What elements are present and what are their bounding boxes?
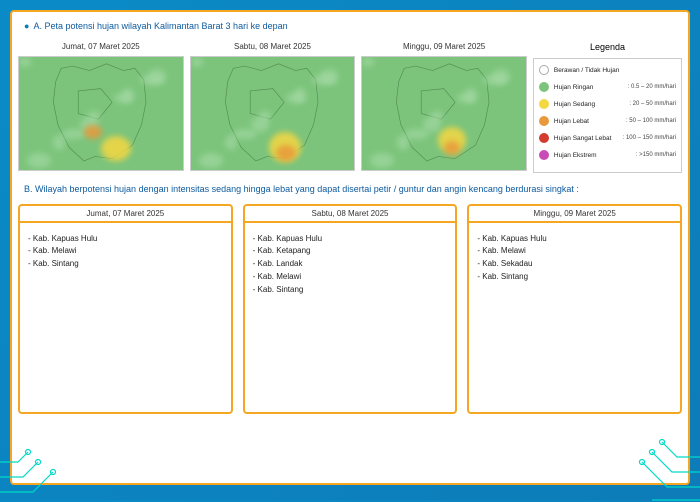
legend-swatch [539, 65, 549, 75]
region-item: - Kab. Kapuas Hulu [477, 233, 672, 246]
map-panel-day2: Sabtu, 08 Maret 2025 [190, 40, 356, 173]
region-item: - Kab. Sekadau [477, 258, 672, 271]
region-item: - Kab. Kapuas Hulu [253, 233, 448, 246]
legend-range: : 100 – 150 mm/hari [623, 135, 676, 141]
region-item: - Kab. Melawi [477, 245, 672, 258]
legend-label: Hujan Ringan [554, 84, 628, 91]
maps-row: Jumat, 07 Maret 2025 Sabtu, 08 Maret 202… [18, 40, 682, 173]
section-a-title: A. Peta potensi hujan wilayah Kalimantan… [24, 21, 288, 31]
legend-swatch [539, 82, 549, 92]
region-item: - Kab. Sintang [28, 258, 223, 271]
region-card-body: - Kab. Kapuas Hulu- Kab. Melawi- Kab. Se… [469, 223, 680, 294]
region-item: - Kab. Sintang [477, 271, 672, 284]
map-title: Sabtu, 08 Maret 2025 [190, 40, 356, 53]
section-b: B. Wilayah berpotensi hujan dengan inten… [18, 181, 682, 414]
legend-label: Hujan Ekstrem [554, 152, 636, 159]
main-panel: A. Peta potensi hujan wilayah Kalimantan… [10, 10, 690, 485]
region-cards-row: Jumat, 07 Maret 2025- Kab. Kapuas Hulu- … [18, 204, 682, 414]
legend-panel: Legenda Berawan / Tidak Hujan Hujan Ringa… [533, 40, 682, 173]
region-item: - Kab. Kapuas Hulu [28, 233, 223, 246]
legend-item: Berawan / Tidak Hujan [539, 65, 676, 75]
region-card: Minggu, 09 Maret 2025- Kab. Kapuas Hulu-… [467, 204, 682, 414]
region-card-title: Minggu, 09 Maret 2025 [469, 206, 680, 223]
legend-item: Hujan Ekstrem: >150 mm/hari [539, 150, 676, 160]
map-title: Minggu, 09 Maret 2025 [361, 40, 527, 53]
region-card-body: - Kab. Kapuas Hulu- Kab. Ketapang- Kab. … [245, 223, 456, 307]
map-blob [492, 69, 510, 84]
map-title: Jumat, 07 Maret 2025 [18, 40, 184, 53]
deco-circuit-br [602, 412, 700, 502]
map-panel-day3: Minggu, 09 Maret 2025 [361, 40, 527, 173]
legend-item: Hujan Sangat Lebat: 100 – 150 mm/hari [539, 133, 676, 143]
legend-body: Berawan / Tidak Hujan Hujan Ringan: 0.5 –… [533, 58, 682, 173]
legend-range: : 0.5 – 20 mm/hari [628, 84, 676, 90]
section-b-title: B. Wilayah berpotensi hujan dengan inten… [18, 181, 682, 198]
map-panel-day1: Jumat, 07 Maret 2025 [18, 40, 184, 173]
deco-circuit-bl [0, 412, 88, 502]
map-blob [122, 88, 134, 103]
region-item: - Kab. Melawi [253, 271, 448, 284]
region-card-title: Jumat, 07 Maret 2025 [20, 206, 231, 223]
region-item: - Kab. Melawi [28, 245, 223, 258]
legend-title: Legenda [533, 40, 682, 54]
map-blob [191, 57, 203, 67]
legend-item: Hujan Ringan: 0.5 – 20 mm/hari [539, 82, 676, 92]
legend-swatch [539, 150, 549, 160]
legend-swatch [539, 116, 549, 126]
region-card: Jumat, 07 Maret 2025- Kab. Kapuas Hulu- … [18, 204, 233, 414]
map-blob [19, 57, 31, 67]
legend-label: Hujan Sangat Lebat [554, 135, 623, 142]
legend-label: Hujan Sedang [554, 101, 629, 108]
legend-swatch [539, 133, 549, 143]
legend-item: Hujan Sedang: 20 – 50 mm/hari [539, 99, 676, 109]
region-card-title: Sabtu, 08 Maret 2025 [245, 206, 456, 223]
legend-swatch [539, 99, 549, 109]
map-blob [88, 111, 100, 121]
region-item: - Kab. Ketapang [253, 245, 448, 258]
map-accent [276, 145, 296, 161]
map-image [18, 56, 184, 171]
legend-label: Berawan / Tidak Hujan [554, 67, 676, 74]
map-blob [199, 153, 223, 168]
map-blob [294, 88, 306, 103]
legend-range: : 50 – 100 mm/hari [626, 118, 676, 124]
region-item: - Kab. Sintang [253, 284, 448, 297]
legend-range: : >150 mm/hari [636, 152, 676, 158]
map-image [361, 56, 527, 171]
region-card: Sabtu, 08 Maret 2025- Kab. Kapuas Hulu- … [243, 204, 458, 414]
region-card-body: - Kab. Kapuas Hulu- Kab. Melawi- Kab. Si… [20, 223, 231, 281]
legend-range: : 20 – 50 mm/hari [629, 101, 676, 107]
map-image [190, 56, 356, 171]
legend-item: Hujan Lebat: 50 – 100 mm/hari [539, 116, 676, 126]
section-a-header: A. Peta potensi hujan wilayah Kalimantan… [18, 18, 682, 34]
map-blob [465, 88, 477, 103]
map-accent [101, 136, 131, 161]
map-accent [444, 141, 460, 155]
legend-label: Hujan Lebat [554, 118, 626, 125]
region-item: - Kab. Landak [253, 258, 448, 271]
